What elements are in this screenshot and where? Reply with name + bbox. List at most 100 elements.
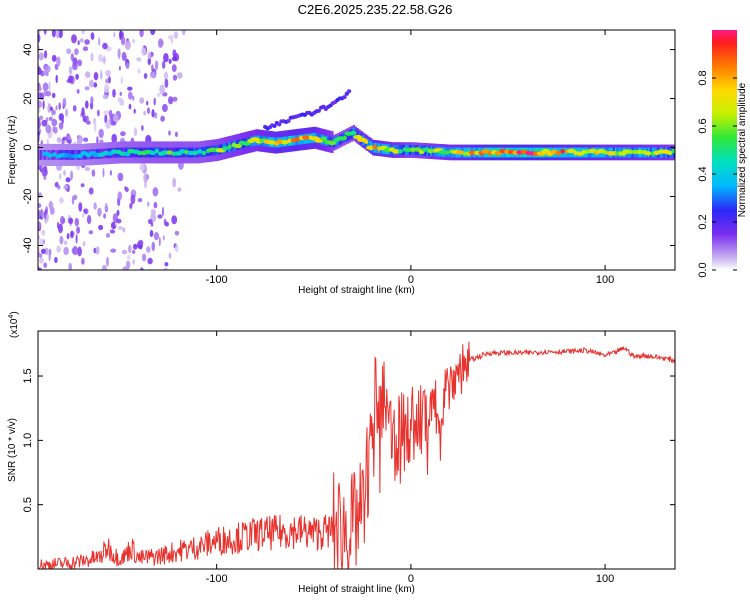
noise-blob: [105, 233, 111, 238]
noise-blob: [57, 185, 61, 190]
ridge-core: [201, 150, 207, 156]
noise-blob: [42, 239, 46, 245]
noise-blob: [41, 166, 48, 177]
y-tick-label: 1.0: [22, 433, 34, 448]
noise-blob: [70, 170, 73, 181]
noise-blob: [77, 40, 80, 46]
ridge-band: [38, 150, 41, 160]
colorbar-tick-label: 0.6: [697, 118, 709, 133]
ridge-core: [462, 151, 467, 156]
noise-blob: [53, 109, 56, 116]
noise-blob: [68, 66, 73, 75]
noise-blob: [98, 54, 103, 62]
noise-blob: [172, 49, 177, 57]
noise-blob: [100, 70, 103, 80]
noise-blob: [138, 239, 144, 246]
noise-blob: [53, 126, 58, 134]
spectrogram-heatmap: [38, 30, 675, 270]
noise-blob: [41, 248, 46, 254]
noise-blob: [44, 65, 51, 73]
noise-blob: [45, 125, 52, 134]
noise-blob: [153, 112, 158, 119]
noise-blob: [128, 103, 132, 110]
noise-blob: [75, 234, 78, 244]
noise-blob: [84, 71, 91, 79]
branch-blob: [342, 95, 347, 100]
colorbar-label: Normalized spectral amplitude: [737, 82, 748, 217]
noise-blob: [163, 53, 169, 63]
noise-blob: [56, 245, 61, 253]
ridge-core: [631, 149, 640, 155]
noise-blob: [105, 120, 112, 129]
noise-blob: [122, 266, 128, 270]
ridge-core: [154, 148, 159, 154]
noise-blob: [39, 257, 44, 264]
noise-blob: [103, 213, 107, 219]
noise-blob: [72, 246, 79, 256]
noise-blob: [79, 38, 84, 43]
ridge-core: [581, 149, 587, 155]
noise-blob: [72, 105, 77, 112]
noise-blob: [163, 267, 168, 270]
noise-blob: [48, 116, 53, 121]
noise-blob: [38, 116, 41, 125]
noise-blob: [59, 235, 64, 245]
noise-blob: [81, 107, 85, 117]
noise-blob: [51, 92, 56, 99]
noise-blob: [158, 236, 161, 247]
noise-blob: [90, 52, 94, 62]
noise-blob: [95, 246, 100, 255]
noise-blob: [160, 115, 165, 122]
noise-blob: [101, 264, 107, 270]
noise-blob: [121, 51, 127, 61]
noise-blob: [143, 173, 149, 184]
noise-blob: [159, 84, 165, 95]
noise-blob: [139, 162, 145, 172]
noise-blob: [109, 170, 112, 176]
y-tick-label: -40: [22, 238, 34, 254]
noise-blob: [48, 200, 53, 210]
noise-blob: [168, 96, 174, 105]
noise-blob: [39, 238, 44, 246]
noise-blob: [132, 95, 135, 101]
snr-plot-area: [38, 341, 675, 569]
x-tick-label: 0: [408, 573, 414, 585]
noise-blob: [175, 244, 179, 253]
noise-blob: [146, 100, 149, 106]
x-tick-label: -100: [206, 274, 228, 286]
noise-blob: [154, 60, 159, 71]
noise-blob: [45, 213, 49, 222]
noise-blob: [149, 230, 154, 237]
snr-series-line: [38, 341, 675, 569]
noise-blob: [139, 30, 144, 38]
colorbar-tick-label: 0.4: [697, 166, 709, 181]
snr-frame: [37, 330, 676, 570]
noise-blob: [164, 262, 169, 267]
noise-blob: [102, 42, 108, 50]
noise-blob: [102, 94, 109, 100]
noise-blob: [108, 76, 111, 84]
noise-blob: [56, 56, 61, 67]
noise-blob: [168, 58, 172, 64]
noise-blob: [38, 100, 42, 109]
y-tick-label: 1.5: [22, 368, 34, 383]
noise-blob: [74, 48, 79, 56]
y-tick-label: 0.5: [22, 497, 34, 512]
colorbar-tick-label: 0.2: [697, 214, 709, 229]
colorbar-gradient: [712, 30, 737, 270]
noise-blob: [119, 30, 122, 41]
noise-blob: [58, 102, 61, 110]
noise-blob: [128, 91, 133, 100]
noise-blob: [38, 66, 42, 75]
noise-blob: [168, 35, 174, 40]
noise-blob: [77, 246, 82, 257]
ridge-core: [602, 150, 609, 155]
noise-blob: [71, 34, 77, 44]
noise-blob: [72, 62, 78, 71]
snr-panel: -100 0 100 0.5 1.0 1.5 Height of straight lin…: [7, 311, 676, 595]
noise-blob: [88, 79, 95, 88]
noise-blob: [157, 214, 163, 219]
noise-blob: [151, 64, 154, 72]
noise-blob: [58, 223, 63, 234]
noise-blob: [66, 48, 72, 55]
